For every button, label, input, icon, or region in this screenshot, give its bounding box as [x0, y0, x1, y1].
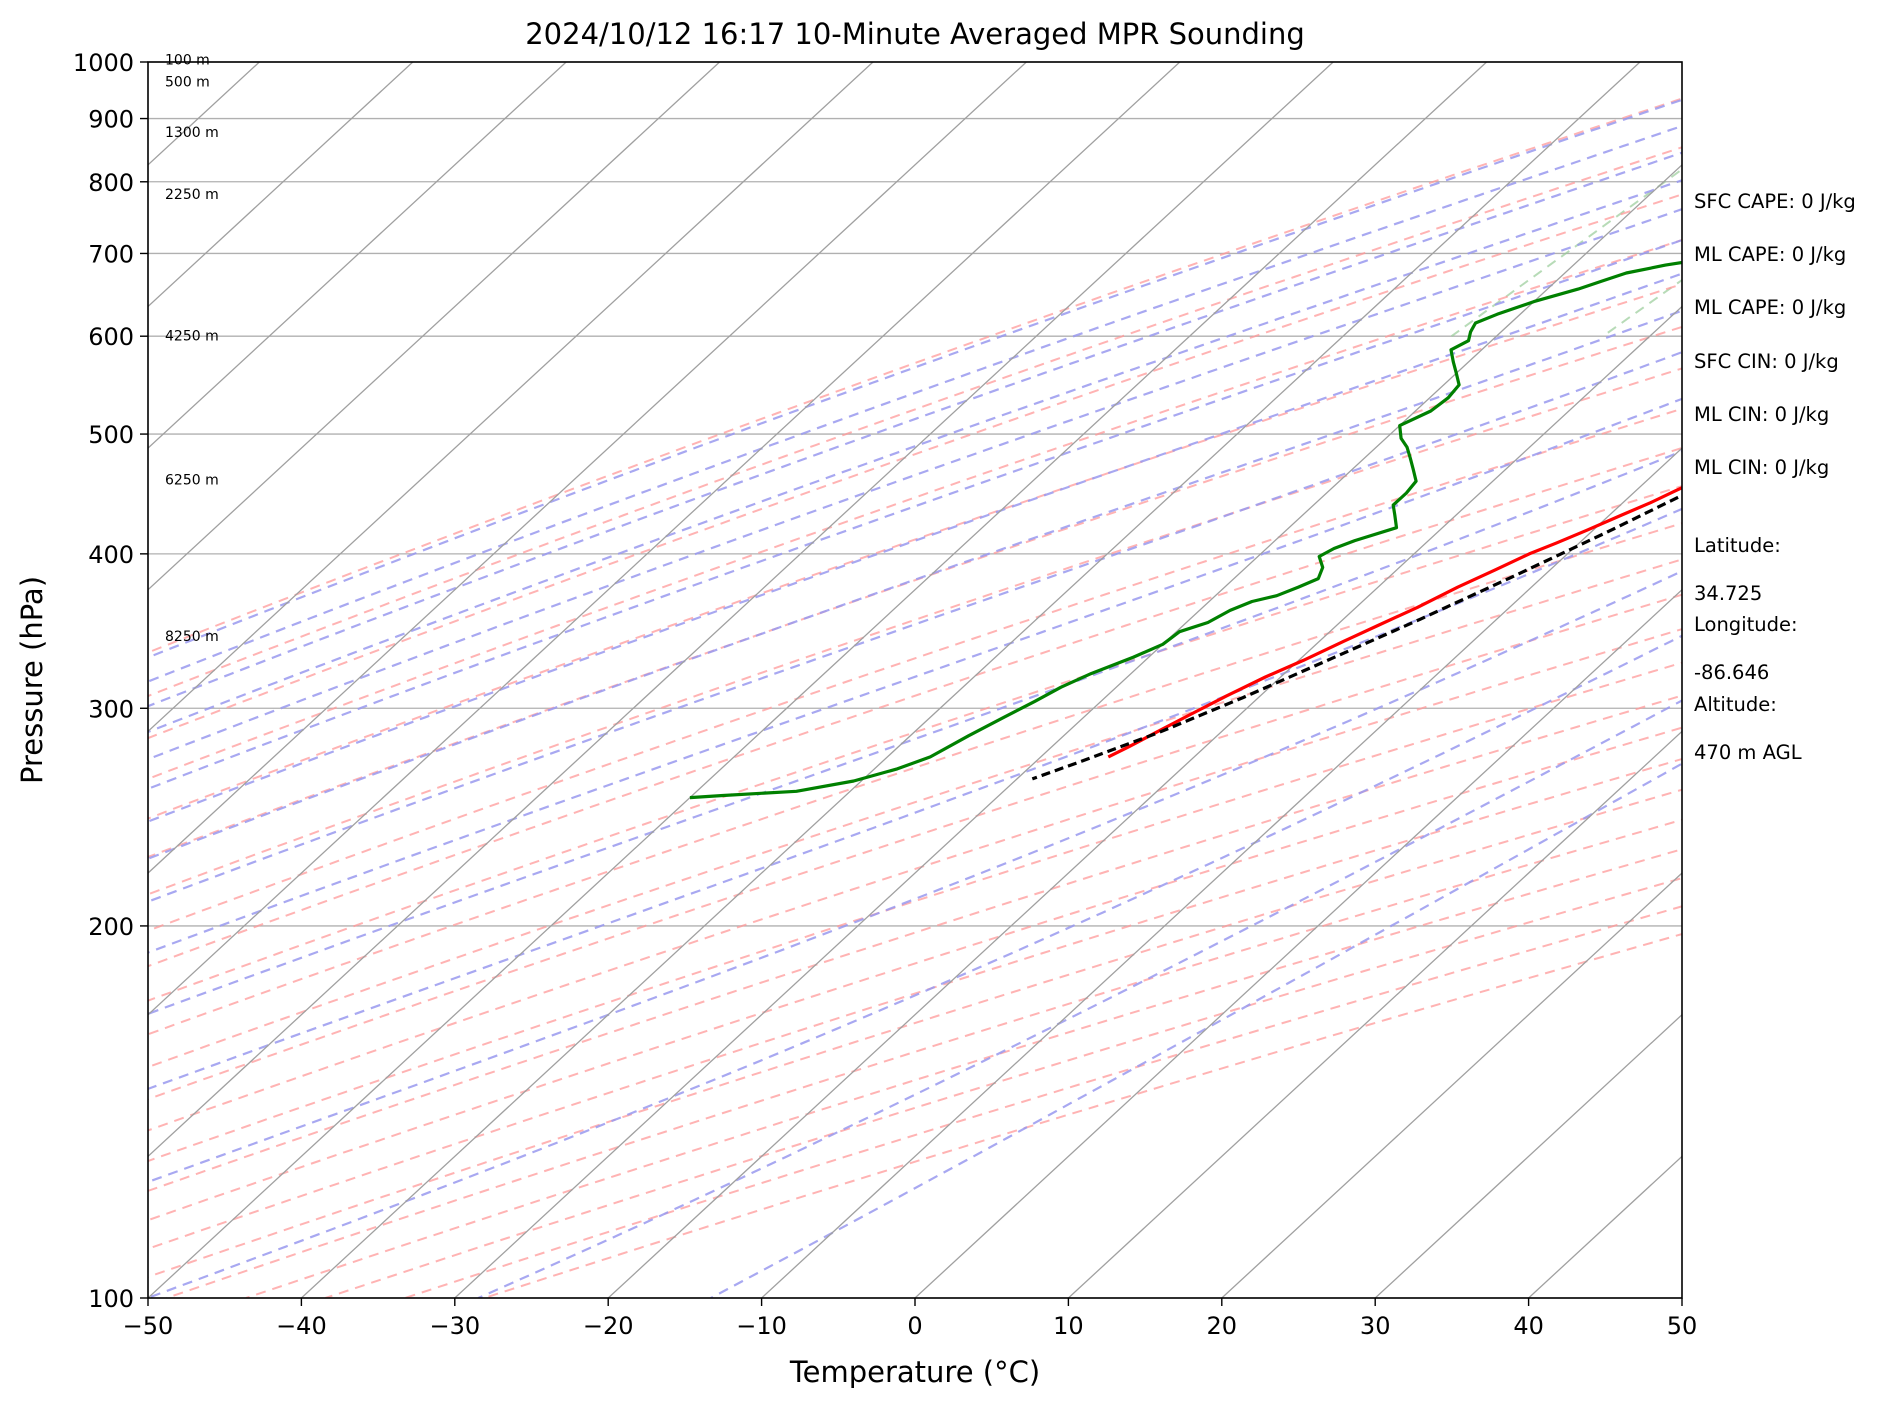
mixing-ratio-lines [1450, 168, 1682, 338]
y-tick-label: 600 [88, 323, 134, 351]
y-tick-label: 500 [88, 421, 134, 449]
y-axis-ticks: 100 200 300 400 500 600 700 800 900 1000 [73, 49, 148, 1313]
latitude-label: Latitude: [1694, 534, 1781, 557]
altitude-value: 470 m AGL [1694, 741, 1802, 764]
dry-adiabat [148, 694, 1682, 1192]
longitude-label: Longitude: [1694, 613, 1798, 636]
height-labels: 8250 m 6250 m 4250 m 2250 m 1300 m 500 m 100 m [165, 53, 219, 645]
latitude-block: Latitude: 34.725 [1694, 510, 1781, 630]
dry-adiabat [148, 407, 1682, 932]
stat-ml-cape: ML CAPE: 0 J/kg [1694, 243, 1847, 266]
dry-adiabats [148, 97, 1682, 1298]
y-tick-label: 700 [88, 240, 134, 268]
moist-adiabat [477, 699, 1682, 1298]
y-axis-label: Pressure (hPa) [15, 576, 49, 784]
longitude-value: -86.646 [1694, 661, 1770, 684]
x-tick-label: 20 [1207, 1312, 1238, 1340]
dry-adiabat [148, 146, 1682, 698]
x-tick-label: −10 [736, 1312, 787, 1340]
stat-ml-cape-2: ML CAPE: 0 J/kg [1694, 296, 1847, 319]
chart-title: 2024/10/12 16:17 10-Minute Averaged MPR … [525, 17, 1305, 51]
y-tick-label: 800 [88, 169, 134, 197]
height-label: 1300 m [165, 125, 219, 141]
stat-ml-cin-2: ML CIN: 0 J/kg [1694, 456, 1830, 479]
y-tick-label: 900 [88, 106, 134, 134]
isotherm-line [148, 62, 721, 591]
y-tick-label: 1000 [73, 49, 134, 77]
isotherm-line [914, 588, 1682, 1298]
isotherm-line [761, 447, 1682, 1298]
longitude-block: Longitude: -86.646 [1694, 589, 1798, 709]
dry-adiabat [148, 726, 1682, 1222]
sounding-series [689, 260, 1682, 800]
altitude-block: Altitude: 470 m AGL [1694, 669, 1802, 789]
stat-sfc-cape: SFC CAPE: 0 J/kg [1694, 190, 1856, 213]
height-label: 6250 m [165, 473, 219, 489]
stat-ml-cin: ML CIN: 0 J/kg [1694, 403, 1830, 426]
isotherm-line [300, 62, 1641, 1298]
height-label: 100 m [165, 53, 210, 69]
x-tick-label: 10 [1053, 1312, 1084, 1340]
isotherm-line [148, 62, 1027, 874]
dry-adiabat [148, 628, 1682, 1132]
isotherm-line [1067, 730, 1682, 1298]
x-axis-label: Temperature (°C) [789, 1355, 1040, 1389]
x-tick-label: 0 [907, 1312, 922, 1340]
isotherm-line [148, 62, 1334, 1158]
dry-adiabat [148, 367, 1682, 896]
moist-adiabat [148, 634, 1682, 1298]
y-tick-label: 400 [88, 541, 134, 569]
isotherm-line [148, 62, 567, 450]
mixing-ratio-line [1450, 168, 1682, 338]
y-tick-label: 200 [88, 913, 134, 941]
dry-adiabat [148, 446, 1682, 968]
dry-adiabat [148, 97, 1682, 654]
height-label: 8250 m [165, 629, 219, 645]
x-axis-ticks: −50 −40 −30 −20 −10 0 10 20 30 40 50 [123, 1298, 1698, 1340]
moist-adiabat [148, 98, 1682, 659]
x-tick-label: −40 [276, 1312, 327, 1340]
dry-adiabat [148, 485, 1682, 1002]
dry-adiabat [148, 283, 1682, 820]
latitude-value: 34.725 [1694, 582, 1763, 605]
isotherm-line [454, 163, 1682, 1298]
moist-adiabat [148, 272, 1682, 823]
temperature-line [1107, 485, 1682, 759]
moist-adiabat [148, 507, 1682, 1091]
isotherm-lines [148, 62, 1682, 1298]
moist-adiabat [710, 762, 1682, 1298]
x-tick-label: −30 [429, 1312, 480, 1340]
isotherm-line [1374, 1013, 1682, 1298]
dry-adiabat [148, 238, 1682, 780]
isotherm-line [607, 305, 1682, 1298]
x-tick-label: −20 [583, 1312, 634, 1340]
isotherm-line [1221, 872, 1682, 1298]
dry-adiabat [148, 522, 1682, 1036]
altitude-label: Altitude: [1694, 693, 1777, 716]
dry-adiabat [148, 661, 1682, 1163]
height-label: 500 m [165, 75, 210, 91]
x-tick-label: 30 [1360, 1312, 1391, 1340]
isotherm-line [148, 62, 874, 733]
dewpoint-line [689, 260, 1682, 800]
moist-adiabat [148, 449, 1682, 1016]
height-label: 4250 m [165, 329, 219, 345]
moist-adiabat [148, 207, 1682, 761]
x-tick-label: −50 [123, 1312, 174, 1340]
moist-adiabat [148, 569, 1682, 1184]
x-tick-label: 40 [1513, 1312, 1544, 1340]
isotherm-line [148, 62, 1181, 1016]
isotherm-line [148, 62, 1488, 1298]
moist-adiabat [148, 309, 1682, 860]
y-tick-label: 100 [88, 1285, 134, 1313]
x-tick-label: 50 [1667, 1312, 1698, 1340]
stat-sfc-cin: SFC CIN: 0 J/kg [1694, 350, 1839, 373]
height-label: 2250 m [165, 187, 219, 203]
isotherm-line [148, 62, 414, 308]
y-tick-label: 300 [88, 695, 134, 723]
